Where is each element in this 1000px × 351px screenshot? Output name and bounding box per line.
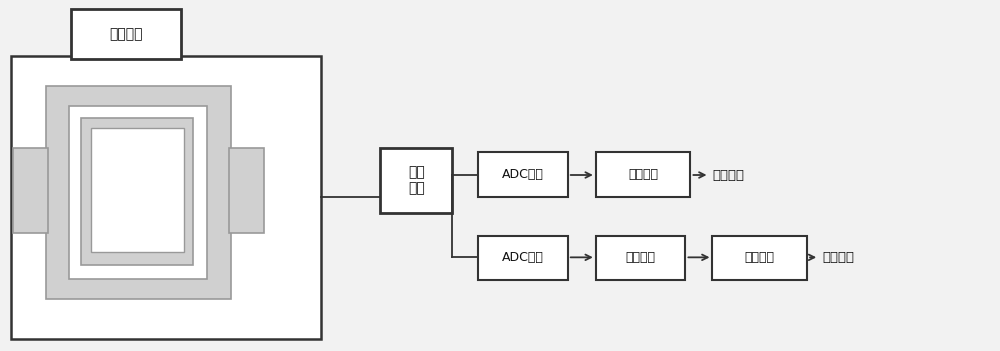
Bar xyxy=(46,86,231,299)
Text: 多道分析: 多道分析 xyxy=(745,251,775,264)
Text: 鉴别
电路: 鉴别 电路 xyxy=(408,165,425,196)
Bar xyxy=(71,9,181,59)
Bar xyxy=(596,152,690,197)
Text: ADC采集: ADC采集 xyxy=(502,251,544,264)
Bar xyxy=(478,152,568,197)
Bar xyxy=(380,148,452,213)
Bar xyxy=(229,148,264,233)
Bar xyxy=(69,106,207,279)
Bar xyxy=(11,56,320,339)
Bar xyxy=(596,236,685,280)
Bar xyxy=(712,236,807,280)
Text: 中子能谱: 中子能谱 xyxy=(822,251,854,264)
Text: 波形鉴别: 波形鉴别 xyxy=(626,251,656,264)
Bar xyxy=(81,118,193,265)
Bar xyxy=(478,236,568,280)
Bar xyxy=(13,148,48,233)
Text: 质子能谱: 质子能谱 xyxy=(712,168,744,181)
Text: ADC采集: ADC采集 xyxy=(502,168,544,181)
Text: 多道分析: 多道分析 xyxy=(628,168,658,181)
Bar xyxy=(91,128,184,252)
Text: 高压电源: 高压电源 xyxy=(109,27,143,41)
